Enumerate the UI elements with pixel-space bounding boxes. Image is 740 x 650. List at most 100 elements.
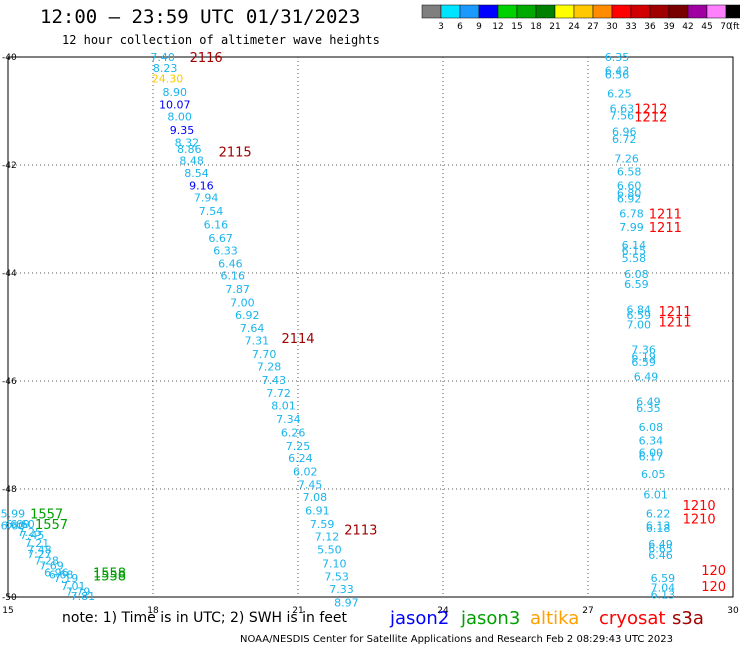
wave-height-point: 6.14 <box>622 239 647 252</box>
wave-height-point: 7.10 <box>322 558 347 571</box>
note-text: note: 1) Time is in UTC; 2) SWH is in fe… <box>62 610 348 626</box>
wave-height-point: 7.64 <box>240 322 265 335</box>
wave-height-point: 6.01 <box>643 488 668 501</box>
wave-height-point: 5.58 <box>622 252 647 265</box>
colorbar-label: 36 <box>644 22 656 32</box>
y-tick-label: -40 <box>2 53 17 63</box>
wave-height-point: 6.67 <box>208 232 233 245</box>
x-tick-label: 15 <box>2 606 13 616</box>
wave-height-point: 6.92 <box>235 309 260 322</box>
wave-height-point: 6.17 <box>639 451 664 464</box>
wave-height-point: 6.24 <box>288 452 313 465</box>
colorbar-swatch <box>611 4 632 19</box>
wave-height-point: 6.49 <box>648 538 673 551</box>
colorbar-swatch <box>725 4 740 19</box>
track-label: 1211 <box>649 208 682 223</box>
wave-height-point: 6.26 <box>281 426 306 439</box>
wave-height-point: 7.81 <box>71 590 96 603</box>
track-label: 1212 <box>634 110 667 125</box>
track-label: 1558 <box>93 567 126 582</box>
wave-height-point: 6.58 <box>617 165 642 178</box>
colorbar-swatch <box>535 4 556 19</box>
wave-height-point: 7.69 <box>39 560 64 573</box>
wave-height-point: 10.07 <box>159 99 191 112</box>
colorbar-label: 24 <box>568 22 580 32</box>
wave-height-point: 7.79 <box>66 586 91 599</box>
wave-height-point: 7.43 <box>262 374 287 387</box>
wave-height-point: 6.68 <box>49 568 74 581</box>
wave-height-point: 6.56 <box>605 68 630 81</box>
wave-height-point: 6.63 <box>610 102 635 115</box>
colorbar-label: 39 <box>663 22 675 32</box>
wave-height-point: 7.25 <box>286 440 311 453</box>
wave-height-point: 24.30 <box>152 73 184 86</box>
wave-height-point: 6.49 <box>634 371 659 384</box>
wave-height-point: 6.59 <box>627 309 652 322</box>
wave-height-point: 7.99 <box>619 221 644 234</box>
wave-height-point: 6.91 <box>305 505 330 518</box>
wave-height-point: 7.12 <box>315 531 340 544</box>
wave-height-point: 6.60 <box>617 180 642 193</box>
wave-height-point: 8.97 <box>334 596 359 609</box>
wave-height-point: 6.60 <box>1 520 26 533</box>
track-label: 2113 <box>344 524 377 539</box>
wave-height-point: 6.08 <box>639 421 664 434</box>
y-tick-label: -46 <box>2 377 17 387</box>
colorbar-swatch <box>649 4 670 19</box>
wave-height-point: 6.35 <box>636 402 661 415</box>
colorbar-label: 45 <box>701 22 712 32</box>
track-label: 1557 <box>30 507 63 522</box>
wave-height-point: 6.13 <box>651 588 676 601</box>
wave-height-point: 6.34 <box>639 434 664 447</box>
x-tick-label: 30 <box>727 606 739 616</box>
wave-height-point: 6.35 <box>605 51 630 64</box>
wave-height-point: 6.59 <box>651 572 676 585</box>
wave-height-point: 6.59 <box>631 356 656 369</box>
wave-height-point: 6.96 <box>44 567 69 580</box>
wave-height-point: 7.34 <box>276 413 301 426</box>
track-label: 1211 <box>649 221 682 236</box>
wave-height-point: 5.99 <box>1 507 26 520</box>
wave-height-point: 6.49 <box>636 396 661 409</box>
wave-height-point: 7.31 <box>245 335 270 348</box>
wave-height-point: 7.40 <box>150 51 175 64</box>
x-tick-label: 21 <box>292 606 303 616</box>
colorbar-swatch <box>440 4 461 19</box>
wave-height-point: 6.96 <box>612 126 637 139</box>
wave-height-point: 7.19 <box>54 572 79 585</box>
colorbar-label: 15 <box>511 22 522 32</box>
wave-height-point: 6.72 <box>612 133 637 146</box>
track-label: 2116 <box>190 51 223 66</box>
colorbar-swatch <box>497 4 518 19</box>
wave-height-point: 6.69 <box>5 518 30 531</box>
wave-height-point: 6.16 <box>204 218 229 231</box>
wave-height-point: 6.84 <box>627 304 652 317</box>
wave-height-point: 6.22 <box>646 507 671 520</box>
wave-height-point: 7.54 <box>199 205 224 218</box>
track-label: 2114 <box>281 332 314 347</box>
x-tick-label: 24 <box>437 606 449 616</box>
legend-s3a: s3a <box>672 608 704 629</box>
legend-jason2: jason2 <box>390 608 450 629</box>
colorbar-label: 18 <box>530 22 542 32</box>
wave-height-point: 7.28 <box>257 360 282 373</box>
wave-height-point: 6.78 <box>619 208 644 221</box>
colorbar-unit: (ft) <box>729 22 740 32</box>
colorbar-label: 33 <box>625 22 636 32</box>
chart-subtitle: 12 hour collection of altimeter wave hei… <box>62 33 380 47</box>
colorbar-swatch <box>668 4 689 19</box>
colorbar-swatch <box>421 4 442 19</box>
y-tick-label: -42 <box>2 161 17 171</box>
wave-height-point: 7.33 <box>329 583 354 596</box>
colorbar-label: 27 <box>587 22 598 32</box>
plot-frame <box>7 56 734 598</box>
colorbar-label: 6 <box>457 22 463 32</box>
wave-height-point: 8.01 <box>271 399 296 412</box>
colorbar-label: 21 <box>549 22 560 32</box>
track-label: 1557 <box>35 518 68 533</box>
colorbar-swatch <box>516 4 537 19</box>
wave-height-point: 7.70 <box>252 348 277 361</box>
wave-height-point: 6.60 <box>10 518 35 531</box>
track-label: 1210 <box>683 499 716 514</box>
wave-height-point: 7.72 <box>266 387 291 400</box>
